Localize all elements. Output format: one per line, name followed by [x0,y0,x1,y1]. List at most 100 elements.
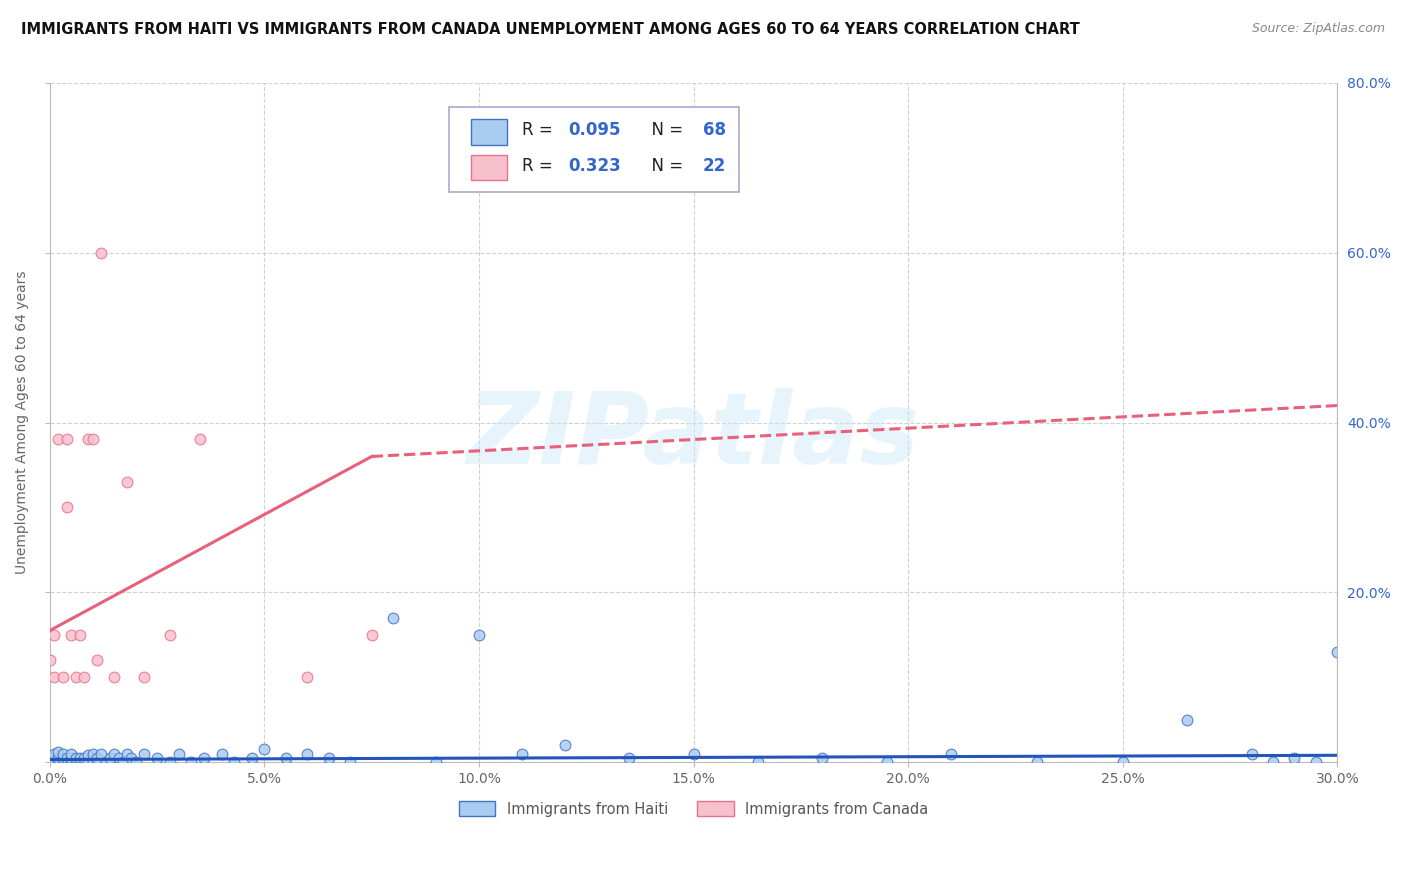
Point [876,755,898,769]
Text: R =: R = [523,121,558,139]
Point [77,433,100,447]
Point [69,755,91,769]
Point [382,611,405,625]
Point [90,747,112,761]
Point [297,670,319,684]
Point [318,751,340,765]
Point [1112,755,1135,769]
Point [159,755,181,769]
Point [69,751,91,765]
Point [48,745,70,759]
Point [82,747,104,761]
Point [146,751,169,765]
Point [90,245,112,260]
Point [939,747,962,761]
Legend: Immigrants from Haiti, Immigrants from Canada: Immigrants from Haiti, Immigrants from C… [453,796,935,822]
Y-axis label: Unemployment Among Ages 60 to 64 years: Unemployment Among Ages 60 to 64 years [15,271,30,574]
Point [42,747,65,761]
Point [77,748,100,763]
Point [82,433,104,447]
Point [120,751,142,765]
Point [98,751,121,765]
Point [468,628,491,642]
Text: 22: 22 [703,157,725,175]
Point [115,475,138,489]
Point [682,747,704,761]
Point [159,628,181,642]
Point [42,670,65,684]
Point [124,755,146,769]
Point [48,433,70,447]
Text: R =: R = [523,157,558,175]
Point [56,751,79,765]
Point [510,747,533,761]
Point [73,755,96,769]
Point [77,755,100,769]
Point [554,738,576,752]
Point [425,755,447,769]
Point [86,653,108,667]
Point [103,670,125,684]
Point [134,670,156,684]
Point [48,755,70,769]
Point [82,755,104,769]
Point [111,755,134,769]
Point [1175,713,1198,727]
Point [52,755,75,769]
Point [360,628,382,642]
Point [65,751,87,765]
Point [619,751,641,765]
Point [224,755,246,769]
Point [297,747,319,761]
Point [56,433,79,447]
Point [1240,747,1263,761]
Text: 0.323: 0.323 [568,157,621,175]
Point [134,747,156,761]
Point [56,500,79,515]
Point [42,628,65,642]
Point [69,628,91,642]
Point [38,653,60,667]
Bar [471,154,508,180]
Point [167,747,190,761]
Text: 0.095: 0.095 [568,121,621,139]
Point [211,747,233,761]
Point [1284,751,1306,765]
Point [115,747,138,761]
Point [1261,755,1284,769]
Point [65,755,87,769]
Point [240,751,263,765]
Point [86,755,108,769]
Point [56,755,79,769]
Point [73,751,96,765]
Point [747,755,769,769]
Point [52,670,75,684]
Point [107,751,129,765]
Point [274,751,297,765]
Point [103,747,125,761]
Point [193,751,215,765]
Point [94,755,117,769]
Point [38,751,60,765]
Point [1026,755,1049,769]
Point [52,751,75,765]
Point [60,755,83,769]
Text: N =: N = [641,121,688,139]
FancyBboxPatch shape [449,107,738,192]
Point [52,747,75,761]
Point [73,670,96,684]
Text: Source: ZipAtlas.com: Source: ZipAtlas.com [1251,22,1385,36]
Point [188,433,211,447]
Point [86,751,108,765]
Text: ZIPatlas: ZIPatlas [467,388,920,484]
Text: IMMIGRANTS FROM HAITI VS IMMIGRANTS FROM CANADA UNEMPLOYMENT AMONG AGES 60 TO 64: IMMIGRANTS FROM HAITI VS IMMIGRANTS FROM… [21,22,1080,37]
Point [60,747,83,761]
Point [65,670,87,684]
Point [1326,645,1348,659]
Point [60,628,83,642]
Point [48,751,70,765]
Point [1305,755,1327,769]
Point [60,751,83,765]
Text: N =: N = [641,157,688,175]
Point [180,755,202,769]
